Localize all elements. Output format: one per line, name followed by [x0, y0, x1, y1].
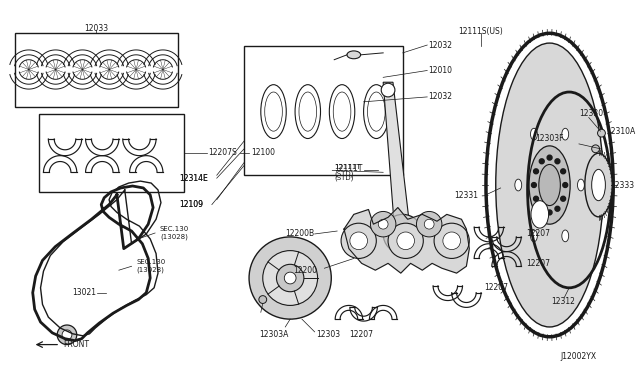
Polygon shape [344, 208, 469, 273]
Circle shape [341, 223, 376, 259]
Text: 12010: 12010 [428, 66, 452, 75]
Circle shape [424, 219, 434, 229]
Text: 12111S(US): 12111S(US) [459, 27, 504, 36]
Circle shape [57, 325, 77, 344]
Circle shape [249, 237, 332, 319]
Circle shape [378, 219, 388, 229]
Circle shape [393, 224, 413, 244]
Text: 12033: 12033 [84, 24, 108, 33]
Text: 12200B: 12200B [285, 230, 314, 238]
Text: 12207: 12207 [526, 259, 550, 268]
Circle shape [383, 214, 422, 254]
Circle shape [263, 251, 317, 305]
Text: 12200: 12200 [293, 266, 317, 275]
Circle shape [350, 232, 367, 250]
Polygon shape [383, 82, 411, 234]
Bar [38, 113, 184, 192]
Text: 12330: 12330 [579, 109, 603, 118]
Text: 12032: 12032 [428, 41, 452, 49]
Circle shape [555, 159, 560, 164]
Text: 12207S: 12207S [208, 148, 237, 157]
Ellipse shape [529, 146, 570, 224]
Ellipse shape [496, 43, 604, 327]
Ellipse shape [562, 128, 569, 140]
Circle shape [388, 223, 423, 259]
Circle shape [563, 183, 568, 187]
Text: 12207: 12207 [484, 283, 508, 292]
Circle shape [371, 211, 396, 237]
Circle shape [592, 145, 600, 153]
Text: 12303F: 12303F [535, 134, 563, 142]
Circle shape [540, 159, 544, 164]
Ellipse shape [562, 230, 569, 242]
Circle shape [381, 83, 395, 97]
Text: 12303A: 12303A [259, 330, 288, 339]
Circle shape [443, 232, 461, 250]
Text: 12333: 12333 [611, 180, 634, 189]
Text: 12111T
(STD): 12111T (STD) [334, 164, 361, 177]
Text: (13028): (13028) [160, 234, 188, 240]
Text: 12314E: 12314E [180, 174, 208, 183]
Bar [244, 46, 403, 175]
Text: 12331: 12331 [454, 191, 479, 200]
Circle shape [531, 183, 536, 187]
Circle shape [598, 129, 605, 137]
Ellipse shape [531, 230, 538, 242]
Circle shape [547, 210, 552, 215]
Ellipse shape [585, 153, 612, 217]
Ellipse shape [592, 169, 605, 201]
Text: SEC.130: SEC.130 [136, 259, 166, 265]
Text: 12032: 12032 [428, 92, 452, 102]
Circle shape [547, 155, 552, 160]
Text: (13028): (13028) [136, 267, 164, 273]
Ellipse shape [531, 128, 538, 140]
Bar [15, 33, 177, 107]
Circle shape [62, 330, 72, 340]
Text: 12109: 12109 [180, 200, 204, 209]
Ellipse shape [577, 179, 584, 191]
Text: 12111T: 12111T [334, 164, 363, 173]
Circle shape [534, 169, 538, 174]
Circle shape [417, 211, 442, 237]
Circle shape [434, 223, 469, 259]
Text: SEC.130: SEC.130 [160, 226, 189, 232]
Text: 12109: 12109 [180, 200, 204, 209]
Text: 13021: 13021 [72, 288, 97, 297]
Circle shape [540, 206, 544, 211]
Text: J12002YX: J12002YX [561, 352, 596, 361]
Text: 12312: 12312 [552, 297, 575, 306]
Text: 12310A: 12310A [606, 127, 636, 136]
Circle shape [259, 296, 267, 304]
Text: 12207: 12207 [526, 230, 550, 238]
Ellipse shape [347, 51, 361, 59]
Circle shape [561, 169, 566, 174]
Ellipse shape [539, 164, 561, 206]
Circle shape [397, 232, 415, 250]
Circle shape [276, 264, 304, 292]
Text: 12100: 12100 [251, 148, 275, 157]
Text: 12303: 12303 [317, 330, 340, 339]
Circle shape [555, 206, 560, 211]
Circle shape [534, 196, 538, 201]
Text: FRONT: FRONT [63, 340, 89, 349]
Text: 12314E: 12314E [180, 174, 208, 183]
Text: (STD): (STD) [334, 175, 353, 182]
Ellipse shape [515, 179, 522, 191]
Ellipse shape [531, 201, 548, 228]
Circle shape [284, 272, 296, 284]
Text: 12207: 12207 [349, 330, 373, 339]
Circle shape [561, 196, 566, 201]
